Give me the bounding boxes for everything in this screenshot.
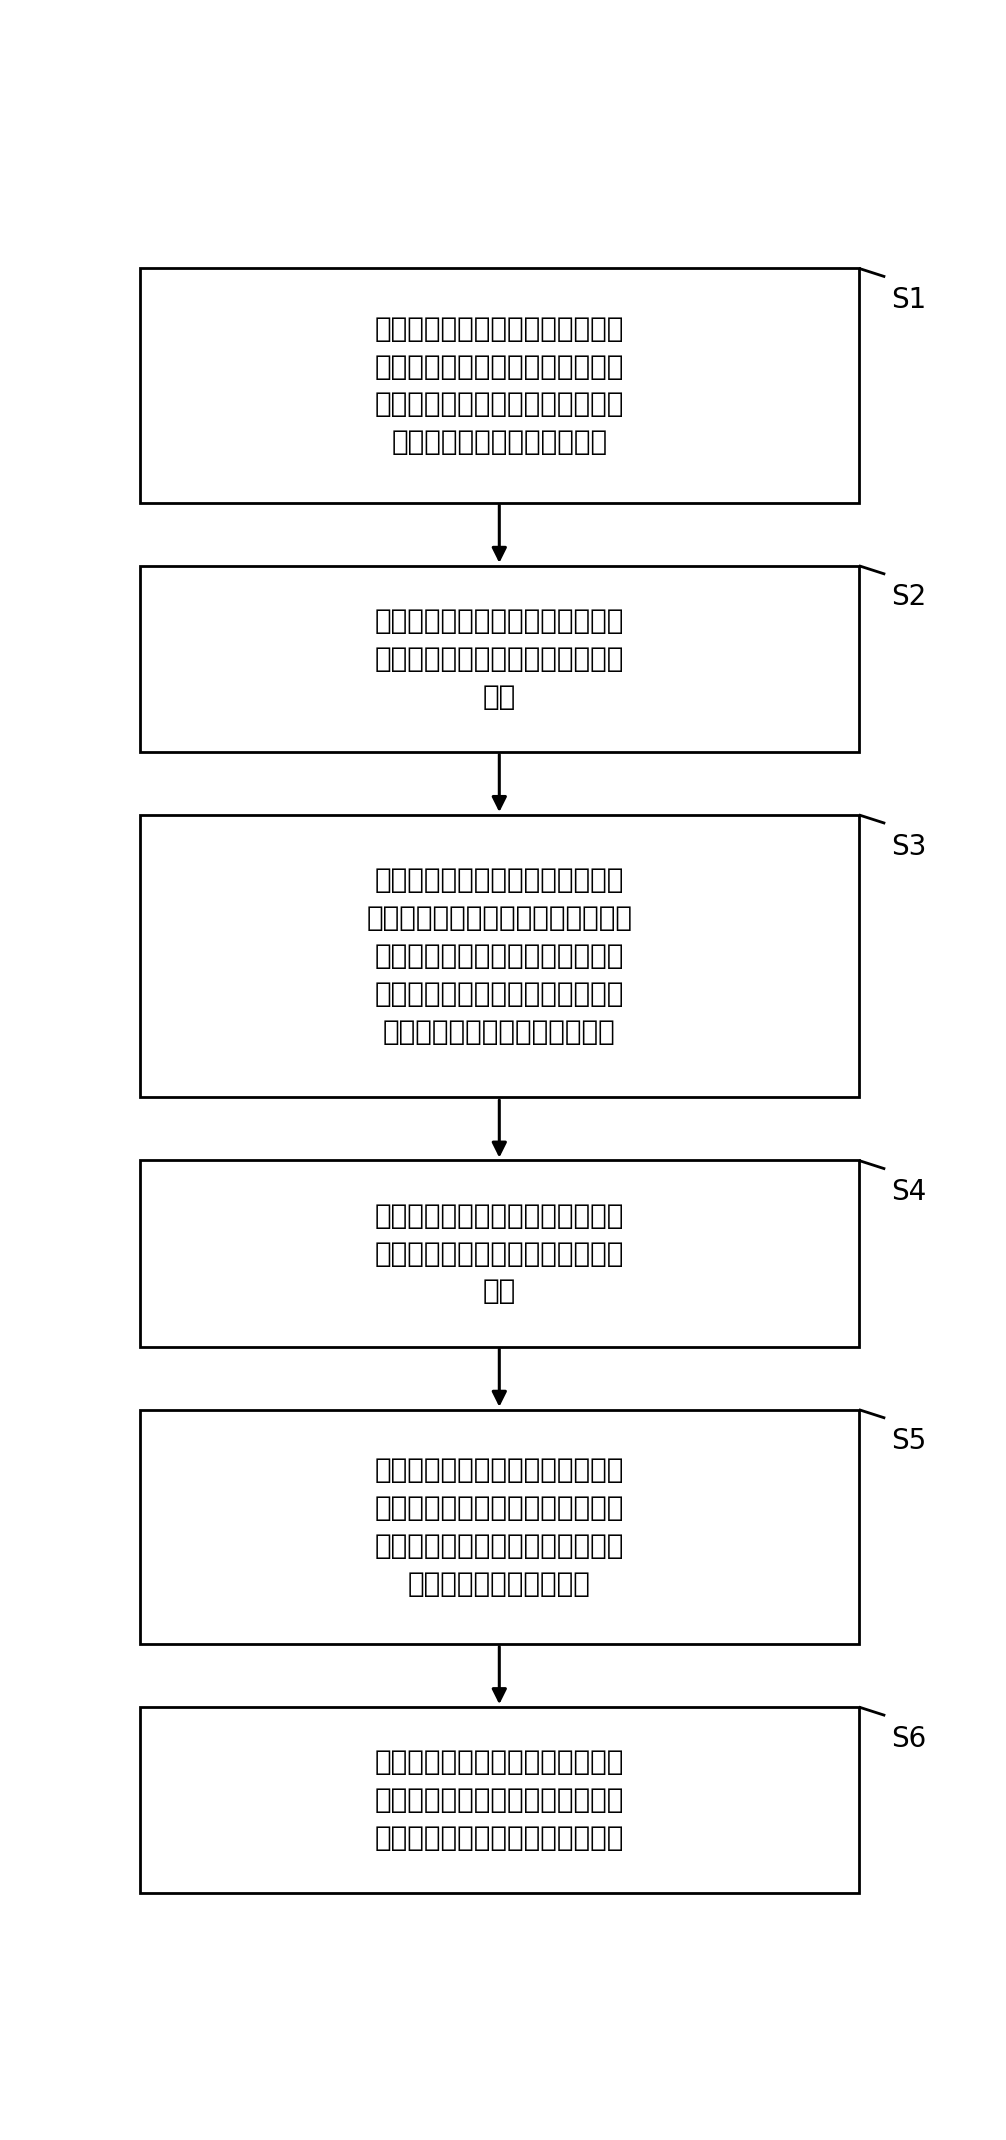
Text: 将所需评价的环境空间划分为与所
述烟羽释放点距离不等的多个空间
单元: 将所需评价的环境空间划分为与所 述烟羽释放点距离不等的多个空间 单元: [374, 1201, 624, 1305]
Text: S5: S5: [891, 1427, 927, 1455]
Bar: [140, 1708, 859, 1894]
Text: S4: S4: [891, 1179, 927, 1207]
Text: 根据所述的总质量随时间的变化情
况，将源项释放过程划分成多个烟
羽段: 根据所述的总质量随时间的变化情 况，将源项释放过程划分成多个烟 羽段: [374, 608, 624, 710]
Text: S2: S2: [891, 584, 927, 612]
Bar: [140, 565, 859, 751]
Text: S1: S1: [891, 287, 927, 315]
Bar: [140, 815, 859, 1098]
Text: S3: S3: [891, 832, 927, 860]
Text: S6: S6: [891, 1725, 927, 1753]
Text: 显示所分析的源项名称、烟羽至烟
羽释放点的空间距离以及干湿沉积
后烟羽段中源项的剩余物质的份额: 显示所分析的源项名称、烟羽至烟 羽释放点的空间距离以及干湿沉积 后烟羽段中源项的…: [374, 1748, 624, 1851]
Bar: [140, 268, 859, 503]
Text: 根据每个空间单元内的源项信息和
气象序列条件，按照风向可改变的
烟羽扩散模式计算源项在大气空间
以及沉积到地面上的浓度: 根据每个空间单元内的源项信息和 气象序列条件，按照风向可改变的 烟羽扩散模式计算…: [374, 1455, 624, 1599]
Bar: [140, 1160, 859, 1346]
Text: 对各放射性释放类，按物理时间的
顺序确定必要的源项，获得各释放
类中的源项释放到环境中的总质量
以及总质量随时间的变化情况: 对各放射性释放类，按物理时间的 顺序确定必要的源项，获得各释放 类中的源项释放到…: [374, 315, 624, 456]
Text: 根据烟羽段划分情况，计算各个烟
羽段内各源项释放到环境的份额，并
将源项按照物理化学性质归并分组
为多个核素组，由源项中的化合物
比例计算得到每个核素组的份额: 根据烟羽段划分情况，计算各个烟 羽段内各源项释放到环境的份额，并 将源项按照物理…: [366, 867, 633, 1046]
Bar: [140, 1410, 859, 1644]
